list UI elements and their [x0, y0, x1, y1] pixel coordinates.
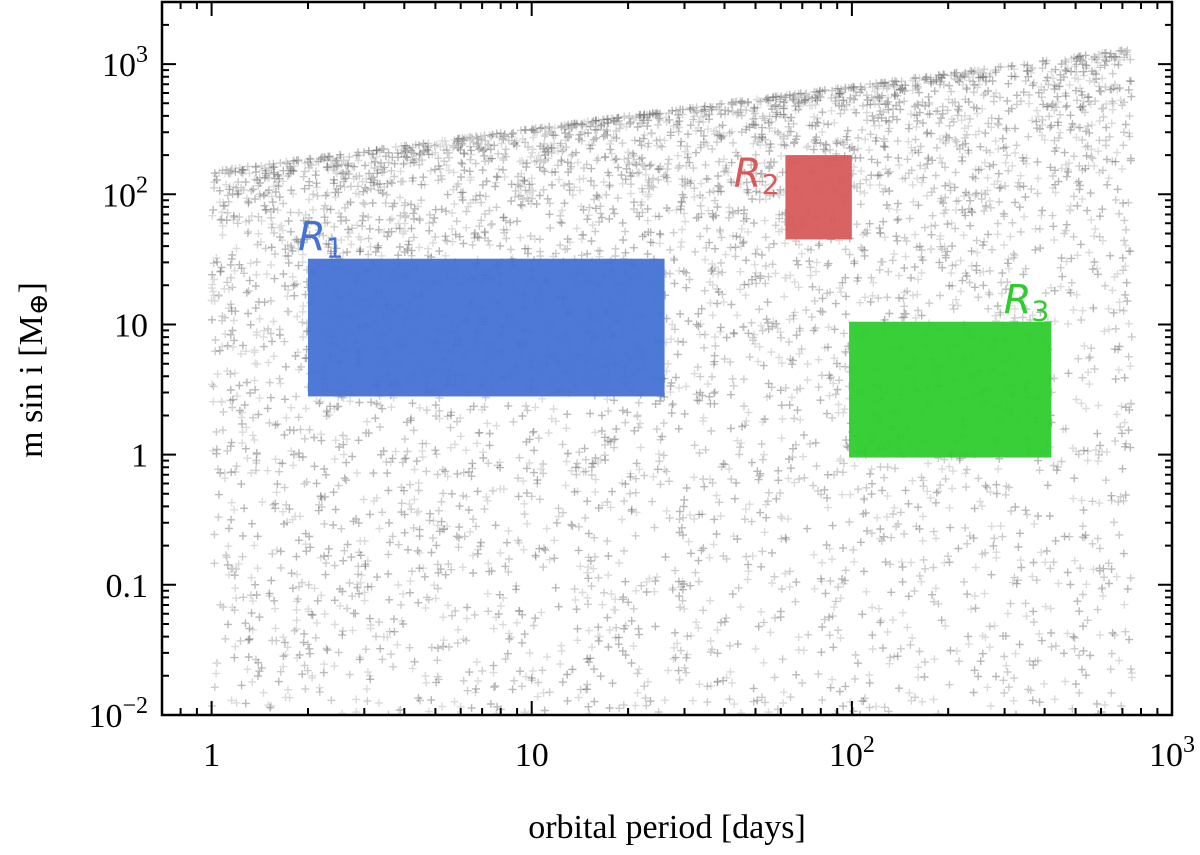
x-axis-label: orbital period [days] [528, 809, 806, 846]
plot-frame [160, 0, 1174, 717]
scatter-points-group-b [208, 46, 1136, 715]
region-r3 [849, 321, 1052, 458]
x-tick-label: 102 [829, 732, 875, 774]
y-tick-label: 103 [102, 42, 148, 84]
tick-marks [161, 1, 1173, 716]
x-tick-label: 1 [203, 737, 220, 774]
y-tick-label: 0.1 [106, 568, 149, 605]
region-r1 [307, 258, 665, 397]
tick-labels: 1 10 102 103 10−2 0.1 1 10 102 103 [88, 42, 1195, 774]
y-axis-label: m sin i [M⊕] [13, 282, 53, 458]
y-tick-label: 102 [102, 172, 148, 214]
region-r2 [785, 155, 852, 240]
y-axis-label-main: m sin i [M [13, 315, 50, 458]
y-axis-label-symbol: ⊕ [24, 293, 53, 315]
x-tick-label: 103 [1149, 732, 1195, 774]
region-label-r1: R1 [298, 215, 344, 265]
y-tick-label: 1 [131, 438, 148, 475]
region-label-r2: R2 [734, 151, 780, 201]
y-tick-label: 10 [114, 307, 148, 344]
axis-ticks [161, 1, 1173, 716]
x-tick-label: 10 [515, 737, 549, 774]
y-tick-label: 10−2 [88, 693, 148, 735]
regions: R1 R2 R3 [298, 151, 1052, 458]
region-label-r3: R3 [1004, 278, 1050, 328]
y-axis-label-close: ] [13, 282, 50, 293]
